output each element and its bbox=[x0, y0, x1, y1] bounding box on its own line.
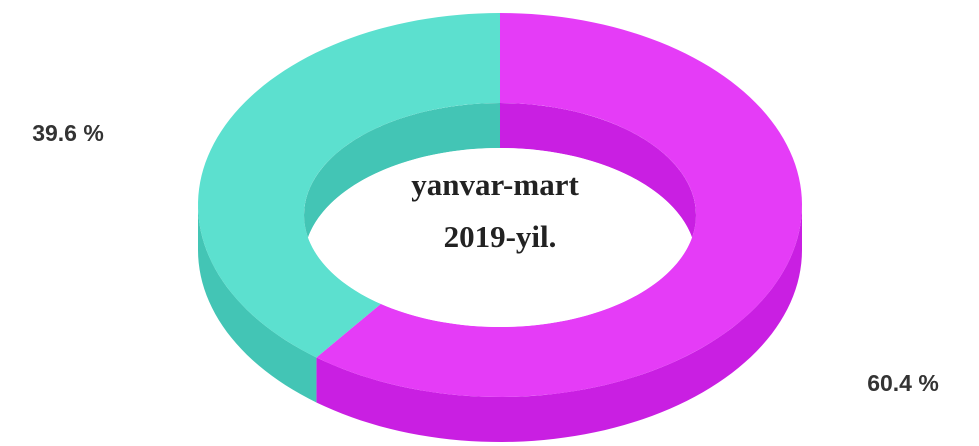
slice-inner-wall bbox=[304, 103, 500, 260]
slice-inner-wall bbox=[500, 103, 696, 260]
slice bbox=[198, 13, 501, 358]
center-label: 2019-yil. bbox=[444, 219, 557, 254]
center-label: yanvar-mart bbox=[411, 167, 579, 202]
labels: 60.4 % 39.6 % bbox=[32, 120, 939, 396]
slice-sides bbox=[198, 205, 802, 442]
value-label: 60.4 % bbox=[867, 370, 939, 396]
slice-side bbox=[316, 205, 802, 442]
slice bbox=[316, 13, 802, 397]
value-label: 39.6 % bbox=[32, 120, 104, 146]
slice-tops bbox=[198, 13, 802, 397]
slice-side bbox=[198, 205, 317, 403]
